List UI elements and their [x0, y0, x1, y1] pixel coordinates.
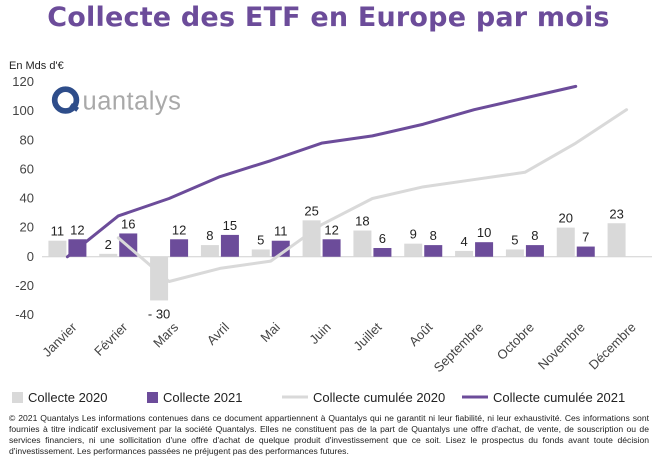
data-label: 6 — [379, 231, 386, 246]
y-tick-label: 0 — [27, 249, 34, 264]
data-label: 11 — [51, 224, 65, 239]
data-label: 25 — [304, 203, 318, 218]
series-line — [65, 84, 578, 259]
data-label: 10 — [477, 225, 491, 240]
data-label: 16 — [121, 216, 135, 231]
data-label: 4 — [460, 234, 467, 249]
bar — [322, 239, 341, 257]
bar — [251, 249, 270, 257]
bar — [455, 250, 474, 257]
chart-title: Collecte des ETF en Europe par mois — [47, 2, 610, 33]
y-tick-label: -20 — [15, 278, 34, 293]
quantalys-logo: uantalys — [51, 86, 182, 116]
svg-text:uantalys: uantalys — [83, 88, 182, 116]
y-tick-label: -40 — [15, 307, 34, 322]
data-label: - 30 — [148, 306, 170, 321]
data-label: 12 — [324, 222, 338, 237]
bar — [505, 249, 524, 257]
bar — [99, 253, 118, 257]
legend-label: Collecte 2021 — [163, 390, 243, 405]
bar — [200, 245, 219, 257]
x-tick-label: Août — [406, 319, 436, 349]
data-label: 12 — [172, 222, 186, 237]
x-tick-label: Février — [91, 319, 131, 359]
bar — [404, 243, 423, 257]
y-tick-label: 60 — [20, 161, 34, 176]
bars-layer — [48, 220, 626, 301]
x-tick-label: Mai — [257, 319, 282, 344]
x-tick-label: Octobre — [494, 320, 537, 363]
data-label: 15 — [223, 218, 237, 233]
y-tick-label: 40 — [20, 191, 34, 206]
x-tick-label: Avril — [204, 319, 232, 347]
y-tick-label: 120 — [12, 74, 34, 89]
bar — [424, 245, 443, 257]
bar — [170, 239, 189, 257]
disclaimer-text: © 2021 Quantalys Les informations conten… — [9, 413, 649, 456]
bar — [353, 230, 372, 257]
data-label: 5 — [511, 232, 518, 247]
legend-label: Collecte 2020 — [28, 390, 108, 405]
y-tick-label: 100 — [12, 103, 34, 118]
legend-swatch — [147, 392, 158, 403]
legend-label: Collecte cumulée 2021 — [493, 390, 625, 405]
bar — [373, 248, 392, 257]
bar — [607, 223, 626, 257]
x-tick-label: Juin — [306, 320, 333, 347]
data-label: 18 — [355, 214, 369, 229]
x-tick-label: Janvier — [39, 319, 80, 360]
data-label: 11 — [274, 224, 288, 239]
legend-swatch — [12, 392, 23, 403]
data-label: 5 — [257, 232, 264, 247]
x-tick-label: Mars — [150, 319, 181, 350]
bar — [525, 245, 544, 257]
data-label: 9 — [410, 227, 417, 242]
data-label: 8 — [430, 228, 437, 243]
data-label: 7 — [582, 230, 589, 245]
data-label: 20 — [559, 211, 573, 226]
bar — [556, 227, 575, 257]
bar — [271, 240, 290, 257]
series-line — [116, 108, 629, 284]
legend: Collecte 2020 Collecte 2021 Collecte cumul… — [12, 390, 625, 405]
x-tick-label: Décembre — [586, 320, 639, 373]
lines-layer — [65, 84, 629, 284]
legend-label: Collecte cumulée 2020 — [313, 390, 445, 405]
data-label: 8 — [206, 228, 213, 243]
data-label: 2 — [105, 237, 112, 252]
y-tick-label: 80 — [20, 132, 34, 147]
bar — [475, 242, 494, 257]
x-tick-label: Septembre — [431, 320, 487, 376]
y-tick-label: 20 — [20, 220, 34, 235]
bar — [220, 234, 239, 257]
bar — [48, 240, 67, 257]
data-label: 23 — [609, 206, 623, 221]
bar — [576, 246, 595, 257]
y-axis-unit-label: En Mds d'€ — [9, 60, 64, 72]
x-tick-label: Novembre — [535, 320, 588, 373]
data-label: 8 — [531, 228, 538, 243]
data-label: 12 — [70, 222, 84, 237]
x-tick-label: Juillet — [350, 319, 384, 353]
